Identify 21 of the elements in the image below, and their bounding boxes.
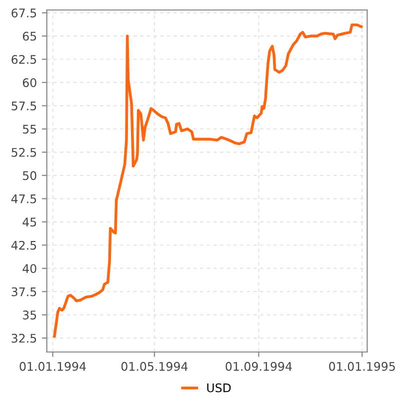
- y-tick-label: 32.5: [12, 334, 36, 343]
- y-tick-label: 60: [22, 78, 36, 88]
- x-tick-label: 01.01.1995: [329, 362, 395, 371]
- y-tick-label: 52.5: [12, 148, 36, 157]
- x-tick-label: 01.09.1994: [226, 362, 292, 371]
- x-tick-label: 01.05.1994: [121, 362, 188, 371]
- y-tick-label: 57.5: [12, 102, 36, 110]
- y-tick-label: 55: [22, 124, 36, 134]
- y-tick-label: 40: [22, 264, 36, 274]
- y-tick-label: 62.5: [12, 54, 36, 64]
- y-tick-label: 65: [22, 32, 36, 41]
- y-tick-label: 42.5: [11, 240, 36, 250]
- y-tick-label: 67.5: [12, 8, 36, 18]
- y-tick-label: 45: [22, 218, 36, 227]
- y-tick-label: 47.5: [11, 194, 36, 204]
- x-tick-label: 01.01.1994: [20, 362, 86, 371]
- legend-label: USD: [207, 383, 231, 392]
- y-tick-label: 35: [22, 310, 36, 320]
- y-tick-label: 37.5: [12, 287, 36, 296]
- line-series: [53, 23, 363, 338]
- y-tick-label: 50: [22, 171, 36, 180]
